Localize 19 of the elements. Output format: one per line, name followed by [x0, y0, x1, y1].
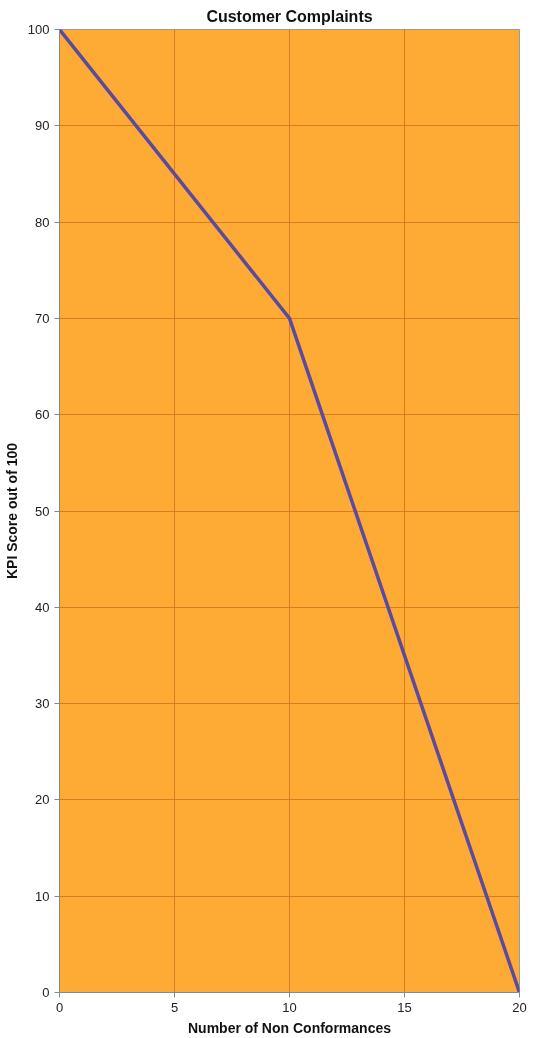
y-tick-label: 30 [35, 696, 50, 712]
y-tick-label: 60 [35, 407, 50, 423]
y-tick-label: 0 [42, 985, 50, 1000]
y-tick-label: 40 [35, 599, 50, 615]
chart-title: Customer Complaints [206, 7, 373, 25]
y-tick-label: 80 [35, 214, 50, 230]
x-tick-label: 0 [55, 999, 64, 1015]
y-tick-label: 70 [35, 310, 50, 326]
y-tick-label: 10 [35, 888, 50, 904]
x-axis-title: Number of Non Conformances [187, 1019, 392, 1036]
y-tick-label: 90 [35, 118, 50, 134]
y-axis-title: KPI Score out of 100 [3, 442, 20, 580]
x-tick-label: 15 [397, 999, 412, 1015]
y-tick-label: 100 [27, 22, 50, 37]
y-tick-label: 20 [35, 792, 50, 808]
x-tick-label: 5 [170, 999, 179, 1015]
x-tick-label: 20 [512, 999, 527, 1015]
y-tick-label: 50 [35, 503, 50, 519]
x-tick-label: 10 [282, 999, 297, 1015]
